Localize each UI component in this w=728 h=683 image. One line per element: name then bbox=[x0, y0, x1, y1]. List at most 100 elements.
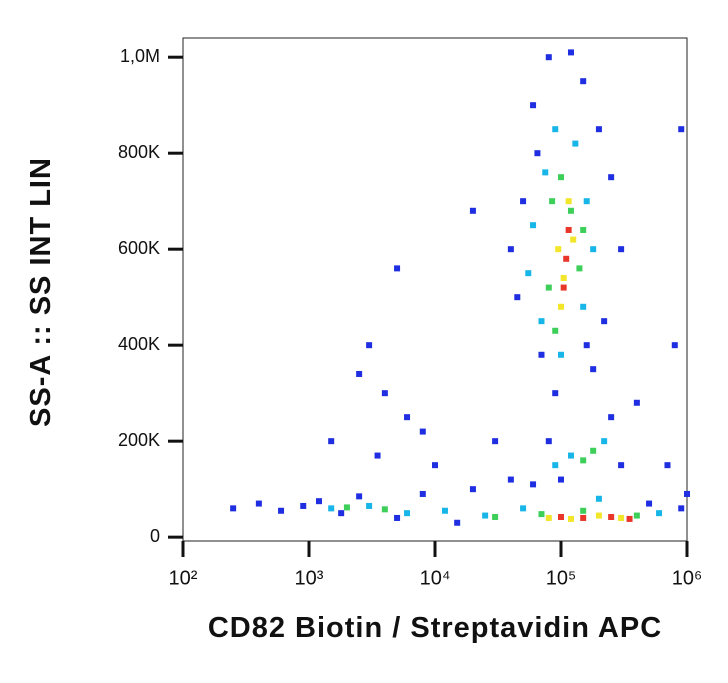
x-tick-label: 10⁶ bbox=[672, 567, 702, 589]
point bbox=[608, 174, 615, 181]
point bbox=[580, 514, 587, 521]
point bbox=[492, 514, 499, 521]
y-axis-title: SS-A :: SS INT LIN bbox=[25, 157, 57, 427]
point bbox=[565, 226, 572, 233]
point bbox=[534, 150, 541, 157]
point bbox=[633, 399, 640, 406]
point bbox=[545, 514, 552, 521]
y-tick-label: 400K bbox=[118, 334, 160, 354]
point bbox=[419, 428, 426, 435]
point bbox=[590, 246, 597, 253]
point bbox=[432, 462, 438, 469]
point bbox=[583, 342, 590, 349]
point bbox=[525, 270, 532, 277]
point bbox=[678, 126, 685, 133]
point bbox=[545, 438, 552, 445]
point bbox=[563, 255, 570, 262]
point bbox=[565, 198, 572, 205]
point bbox=[374, 452, 381, 459]
point bbox=[684, 490, 690, 497]
point bbox=[549, 198, 556, 205]
point bbox=[555, 246, 562, 253]
point bbox=[618, 514, 625, 521]
point bbox=[560, 274, 567, 281]
point bbox=[558, 303, 564, 310]
point bbox=[633, 512, 640, 519]
point bbox=[608, 514, 615, 521]
point bbox=[404, 510, 411, 517]
point bbox=[590, 447, 597, 454]
y-tick-label: 200K bbox=[118, 430, 160, 450]
point bbox=[583, 198, 590, 205]
point bbox=[580, 78, 587, 85]
x-axis-title: CD82 Biotin / Streptavidin APC bbox=[208, 612, 662, 644]
point bbox=[595, 126, 602, 133]
point bbox=[381, 390, 388, 397]
point bbox=[255, 500, 262, 507]
point bbox=[580, 457, 587, 464]
point bbox=[601, 318, 608, 325]
point bbox=[356, 493, 363, 500]
point bbox=[230, 505, 237, 512]
point bbox=[343, 504, 350, 511]
point bbox=[404, 414, 411, 421]
point bbox=[572, 140, 579, 147]
y-tick-label: 800K bbox=[118, 142, 160, 162]
point bbox=[530, 481, 537, 488]
point bbox=[538, 318, 545, 325]
point bbox=[567, 49, 574, 56]
point bbox=[520, 198, 527, 205]
point bbox=[482, 512, 489, 519]
point bbox=[626, 515, 633, 522]
point bbox=[469, 486, 476, 493]
point bbox=[356, 370, 363, 377]
point bbox=[419, 490, 426, 497]
point bbox=[552, 462, 559, 469]
point bbox=[538, 511, 545, 518]
point bbox=[590, 366, 597, 373]
point bbox=[328, 438, 335, 445]
point bbox=[514, 294, 521, 301]
point bbox=[492, 438, 499, 445]
x-tick-label: 10⁵ bbox=[546, 567, 577, 589]
point bbox=[520, 505, 527, 512]
point bbox=[315, 498, 322, 505]
point bbox=[595, 512, 602, 519]
point bbox=[580, 507, 587, 514]
point bbox=[381, 506, 388, 513]
point bbox=[558, 514, 564, 521]
point bbox=[656, 510, 663, 517]
point bbox=[558, 351, 564, 358]
x-tick-label: 10³ bbox=[295, 567, 324, 589]
point bbox=[580, 226, 587, 233]
point bbox=[567, 207, 574, 214]
point bbox=[580, 303, 587, 310]
point bbox=[671, 342, 678, 349]
point bbox=[552, 126, 559, 133]
y-tick-label: 0 bbox=[150, 526, 160, 546]
point bbox=[545, 284, 552, 291]
point bbox=[646, 500, 653, 507]
point bbox=[394, 265, 401, 272]
point bbox=[567, 452, 574, 459]
point bbox=[530, 222, 537, 229]
point bbox=[441, 507, 448, 514]
point bbox=[366, 342, 373, 349]
point bbox=[469, 207, 476, 214]
y-tick-label: 1,0M bbox=[120, 46, 160, 66]
point bbox=[507, 476, 514, 483]
point bbox=[558, 174, 564, 181]
point bbox=[618, 246, 625, 253]
point bbox=[552, 390, 559, 397]
point bbox=[538, 351, 545, 358]
point bbox=[328, 505, 335, 512]
y-tick-label: 600K bbox=[118, 238, 160, 258]
point bbox=[300, 502, 307, 509]
point bbox=[570, 236, 577, 243]
point bbox=[542, 169, 549, 176]
point bbox=[545, 54, 552, 61]
point bbox=[618, 462, 625, 469]
point bbox=[366, 502, 373, 509]
point bbox=[560, 284, 567, 291]
